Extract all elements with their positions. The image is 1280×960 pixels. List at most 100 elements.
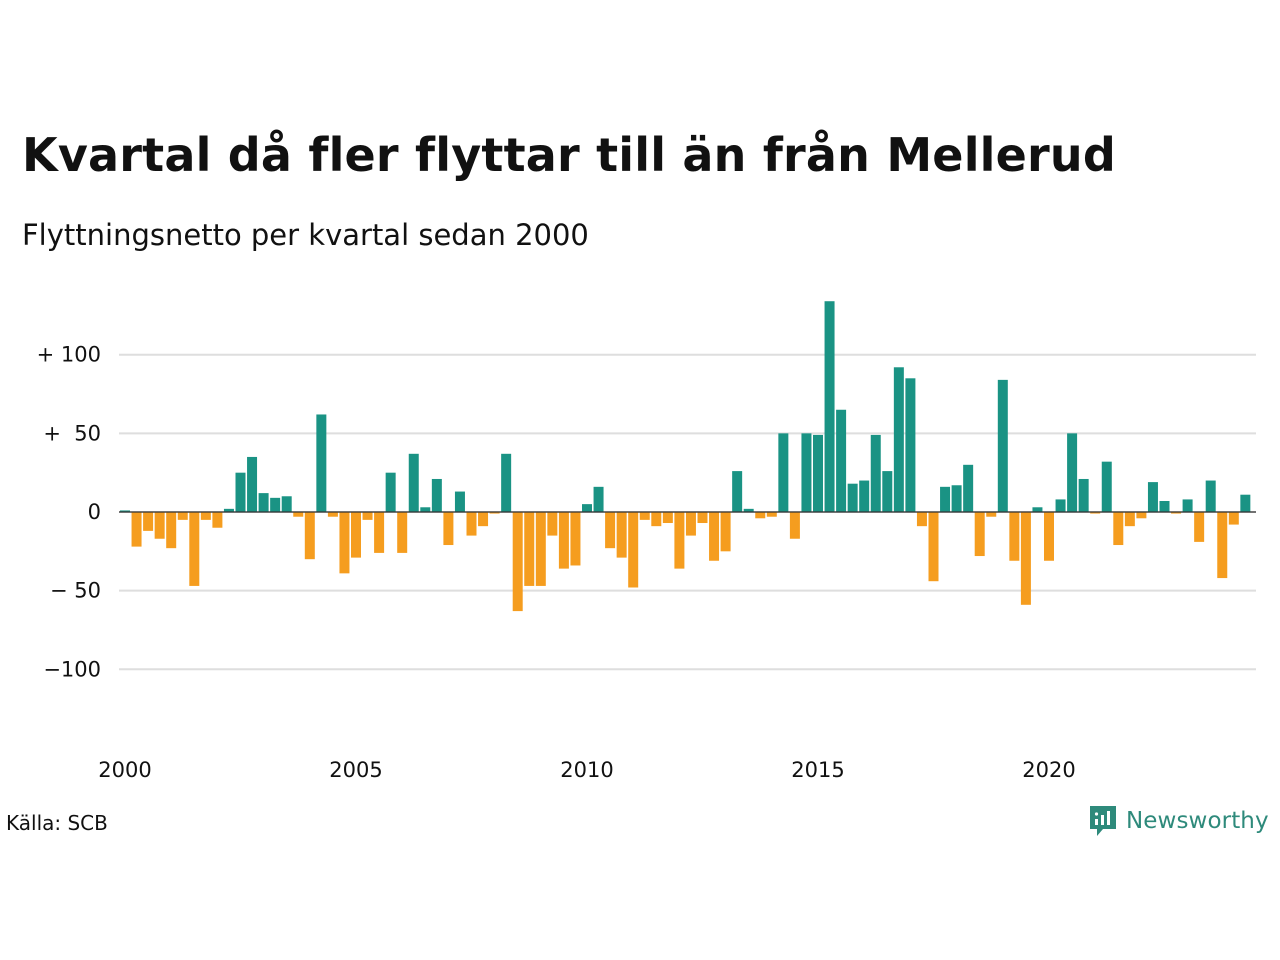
bar [374,512,385,553]
bar [223,508,234,512]
bar [547,512,558,536]
bar [327,512,338,517]
bar [789,512,800,539]
bar [1067,433,1078,512]
bar [258,493,269,512]
newsworthy-logo-icon [1090,806,1116,836]
bar [166,512,177,549]
bar [940,486,951,512]
bar [766,512,777,517]
bar [1205,480,1216,512]
bar [535,512,546,586]
bar [743,508,754,512]
bar [235,472,246,512]
bar [963,464,974,512]
bar [408,453,419,512]
bar [558,512,569,569]
x-tick-label: 2020 [1022,758,1075,782]
bar [1147,482,1158,512]
bar [1113,512,1124,546]
bar [454,491,465,512]
bar [824,301,835,512]
bar [1124,512,1135,527]
bar [143,512,154,531]
chart-subtitle: Flyttningsnetto per kvartal sedan 2000 [22,218,589,252]
bar [478,512,489,527]
chart-title: Kvartal då fler flyttar till än från Mel… [22,128,1116,182]
bar [870,434,881,512]
bar [1171,512,1182,514]
bar [893,367,904,512]
y-tick-label: −100 [43,657,101,681]
y-axis-ticks: + 100 + 50 0 − 50 −100 [37,343,101,682]
bar [489,512,500,514]
bar [1228,512,1239,525]
bar [778,433,789,512]
bar [189,512,200,586]
bar [697,512,708,524]
bar [593,486,604,512]
bar [639,512,650,520]
x-tick-label: 2015 [791,758,844,782]
y-tick-label: − 50 [50,579,101,603]
bar [928,512,939,582]
bar [1101,461,1112,512]
bar [1020,512,1031,605]
bar [304,512,315,560]
bars [119,301,1256,612]
bar [501,453,512,512]
bar [651,512,662,527]
bar [628,512,639,588]
bar [582,504,592,512]
bar [1090,512,1101,514]
bar [1044,512,1054,561]
bar [1159,500,1170,512]
bar [443,512,454,546]
bar [674,512,685,569]
bar [154,512,165,539]
bar [1032,507,1043,512]
bar [431,478,442,512]
bar [351,512,361,558]
bar [732,471,743,512]
bar [200,512,211,520]
brand-name: Newsworthy [1126,808,1269,834]
source-note: Källa: SCB [6,811,108,835]
bar [997,379,1008,512]
bar [836,409,847,512]
bar [847,483,858,512]
y-tick-label: + 100 [37,343,101,367]
bar [974,512,985,557]
x-tick-label: 2000 [98,758,151,782]
bar [720,512,731,552]
brand-logo: Newsworthy [1088,804,1269,838]
x-tick-label: 2010 [560,758,613,782]
bar [616,512,627,558]
bar [905,378,916,512]
bar [316,414,327,512]
bar [293,512,304,517]
bar [685,512,696,536]
bar [709,512,720,561]
bar [177,512,188,520]
bar [1194,512,1205,542]
bar-chart: + 100 + 50 0 − 50 −100 2000 2005 2010 2015 2020 [37,301,1256,782]
bar [1078,478,1089,512]
x-tick-label: 2005 [329,758,382,782]
bar [512,512,523,612]
bar [605,512,616,549]
y-tick-label: + 50 [43,421,101,445]
bar [397,512,408,553]
bar [1182,499,1193,512]
bar [247,456,258,512]
bar [1240,494,1251,512]
bar [270,497,281,512]
bar [755,512,766,519]
y-tick-label: 0 [88,500,101,524]
bar [1055,499,1066,512]
bar [1009,512,1020,561]
bar [813,434,823,512]
bar [385,472,396,512]
bar [986,512,997,517]
bar [916,512,927,527]
